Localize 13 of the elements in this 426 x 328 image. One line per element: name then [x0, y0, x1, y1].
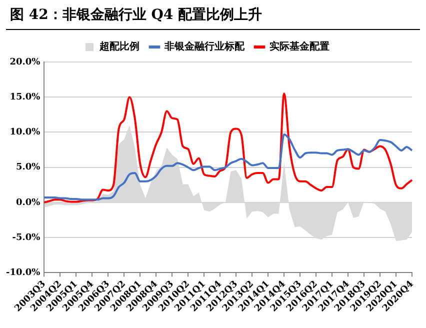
y-tick-label: -10.0% [6, 268, 41, 278]
legend-label: 超配比例 [98, 40, 140, 53]
y-tick-label: 5.0% [16, 162, 41, 173]
chart-title: 图 42：非银金融行业 Q4 配置比例上升 [6, 4, 420, 30]
y-tick-label: -5.0% [12, 232, 41, 243]
y-tick-label: 10.0% [10, 128, 41, 138]
y-tick-label: 0.0% [16, 198, 41, 208]
legend-label: 非银金融行业标配 [164, 40, 246, 53]
y-tick-label: 20.0% [10, 57, 41, 68]
y-tick-label: 15.0% [10, 92, 41, 102]
line-series [43, 92, 413, 204]
legend-label: 实际基金配置 [270, 40, 330, 53]
line-series [43, 133, 413, 201]
